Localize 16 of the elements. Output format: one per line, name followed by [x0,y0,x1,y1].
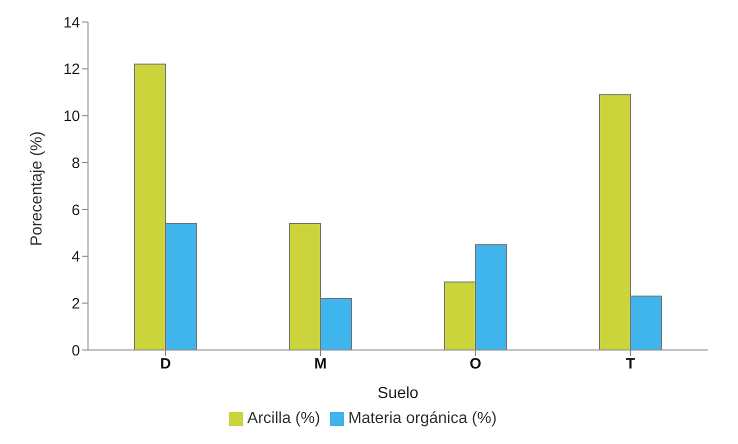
y-tick-label: 0 [72,342,80,360]
y-tick-label: 8 [72,154,80,172]
y-tick-label: 2 [72,295,80,312]
y-axis-title: Porecentaje (%) [28,131,46,246]
legend-label: Arcilla (%) [247,410,320,427]
x-axis-title: Suelo [378,385,419,402]
y-tick-label: 4 [72,248,80,266]
y-tick-label: 12 [63,61,80,78]
y-tick-label: 6 [72,202,80,219]
x-tick-label: T [626,356,636,373]
x-tick-label: D [160,356,172,373]
y-tick-label: 14 [63,14,80,32]
y-tick-label: 10 [63,108,80,126]
x-tick-label: O [470,356,482,373]
legend-label: Materia orgánica (%) [348,410,497,427]
x-tick-label: M [314,356,327,373]
